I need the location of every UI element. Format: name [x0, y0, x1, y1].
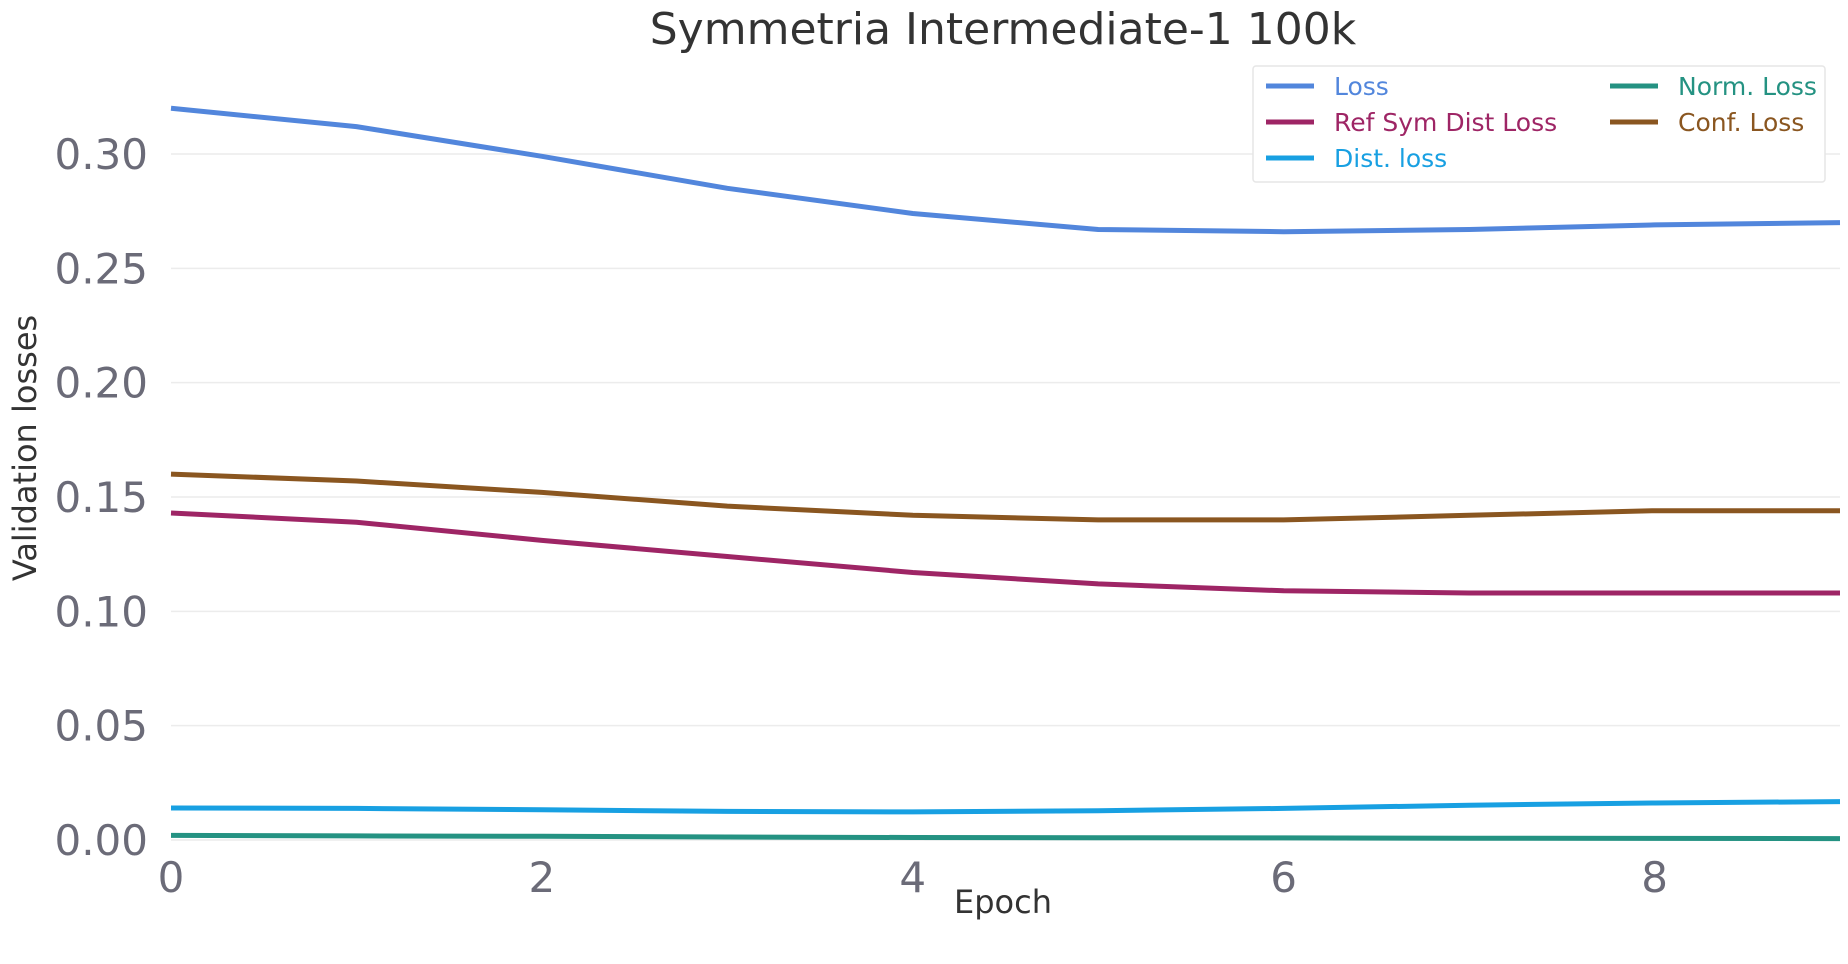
- x-tick-label: 6: [1270, 853, 1297, 902]
- legend-label: Ref Sym Dist Loss: [1334, 108, 1557, 137]
- series-line-ref-sym-dist-loss: [170, 510, 1840, 596]
- legend-label: Loss: [1334, 72, 1389, 101]
- y-tick-label: 0.20: [54, 359, 148, 408]
- series-lines: [170, 105, 1841, 842]
- gridlines: [171, 153, 1840, 841]
- legend-box: [1252, 65, 1826, 183]
- x-tick-label: 8: [1641, 853, 1668, 902]
- y-tick-label: 0.30: [54, 130, 148, 179]
- y-axis-label: Validation losses: [6, 315, 44, 581]
- chart-title: Symmetria Intermediate-1 100k: [650, 4, 1357, 55]
- y-tick-label: 0.25: [54, 244, 148, 293]
- x-axis-ticks: 0 2 4 6 8: [158, 853, 1668, 902]
- x-axis-label: Epoch: [954, 883, 1052, 921]
- y-axis-ticks: 0.00 0.05 0.10 0.15 0.20 0.25 0.30: [54, 130, 148, 865]
- series-line-dist-loss: [170, 799, 1841, 815]
- series-line-norm-loss: [170, 832, 1841, 842]
- x-tick-label: 4: [899, 853, 926, 902]
- y-tick-label: 0.00: [54, 816, 148, 865]
- series-line-conf-loss: [170, 471, 1840, 523]
- legend-label: Dist. loss: [1334, 144, 1447, 173]
- y-tick-label: 0.10: [54, 587, 148, 636]
- x-tick-label: 0: [158, 853, 185, 902]
- y-tick-label: 0.05: [54, 702, 148, 751]
- legend-label: Conf. Loss: [1678, 108, 1804, 137]
- y-tick-label: 0.15: [54, 473, 148, 522]
- series-line-loss: [170, 105, 1841, 235]
- legend: Loss Norm. Loss Ref Sym Dist Loss Conf. Los…: [1252, 65, 1826, 183]
- legend-label: Norm. Loss: [1678, 72, 1817, 101]
- x-tick-label: 2: [529, 853, 556, 902]
